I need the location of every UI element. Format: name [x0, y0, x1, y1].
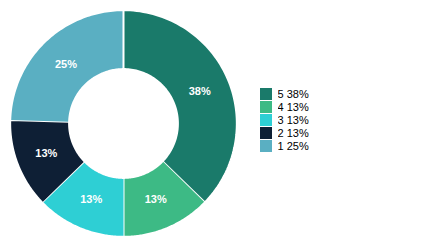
html-text:3 13%: 3 13%	[277, 113, 309, 126]
html-text:2 13%: 2 13%	[277, 126, 309, 139]
svg-text:13%: 13%	[80, 193, 102, 205]
svg-text:13%: 13%	[145, 193, 167, 205]
svg-text:25%: 25%	[55, 58, 77, 70]
html-text:4 13%: 4 13%	[277, 100, 309, 113]
svg-text:13%: 13%	[35, 147, 57, 159]
svg-text:38%: 38%	[189, 85, 211, 97]
html-text:5 38%: 5 38%	[277, 87, 309, 100]
html-text:1 25%: 1 25%	[277, 139, 309, 152]
